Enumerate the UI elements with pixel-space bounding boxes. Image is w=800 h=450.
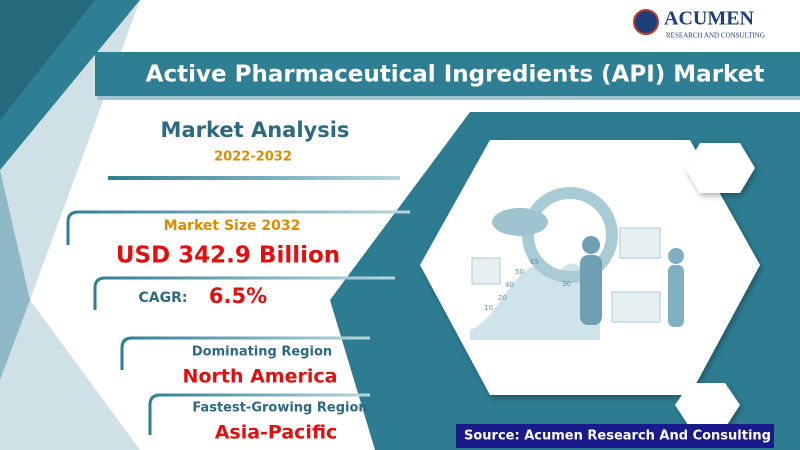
illustration-label: 50: [515, 268, 524, 276]
illustration-label: 10: [484, 304, 493, 312]
logo-tagline: RESEARCH AND CONSULTING: [666, 32, 765, 40]
bracket: [93, 276, 395, 310]
person-graphic: [582, 236, 600, 254]
illustration-label: 30: [562, 280, 571, 288]
person-graphic: [668, 248, 684, 264]
title: Active Pharmaceutical Ingredients (API) …: [146, 62, 765, 88]
illustration-label: 20: [498, 294, 507, 302]
metric-label: Fastest-Growing Region: [192, 401, 367, 416]
illustration-label: 65: [530, 258, 539, 266]
bracket: [120, 336, 370, 370]
divider: [108, 176, 400, 180]
bracket: [66, 210, 410, 245]
metric-value: Asia-Pacific: [215, 422, 338, 444]
panel-graphic: [619, 227, 661, 259]
small-hexagon: [675, 383, 740, 428]
illustration-label: 40: [505, 281, 514, 289]
person-graphic: [580, 255, 602, 325]
metric-label: CAGR:: [139, 290, 188, 306]
metric-value: North America: [183, 366, 338, 388]
metric-label: Market Size 2032: [164, 218, 301, 234]
left-accent-light: [0, 170, 30, 380]
analysis-heading: Market Analysis: [161, 118, 350, 142]
brackets: [66, 210, 410, 435]
bracket: [148, 393, 370, 435]
panel-graphic: [471, 257, 501, 285]
logo-globe: [633, 9, 659, 35]
metric-value: 6.5%: [209, 284, 267, 308]
metric-value: USD 342.9 Billion: [116, 243, 340, 269]
metric-label: Dominating Region: [192, 345, 332, 360]
logo-name: ACUMEN: [664, 8, 755, 30]
title-banner: [95, 52, 800, 96]
illustration: [470, 187, 684, 340]
person-graphic: [668, 265, 684, 327]
cloud-graphic: [492, 208, 548, 236]
left-accent-dark: [0, 0, 95, 120]
source: Source: Acumen Research And Consulting: [464, 429, 771, 444]
panel-graphic: [611, 291, 661, 323]
small-hexagon: [685, 143, 755, 193]
analysis-period: 2022-2032: [214, 150, 292, 165]
source-box: [456, 424, 774, 448]
